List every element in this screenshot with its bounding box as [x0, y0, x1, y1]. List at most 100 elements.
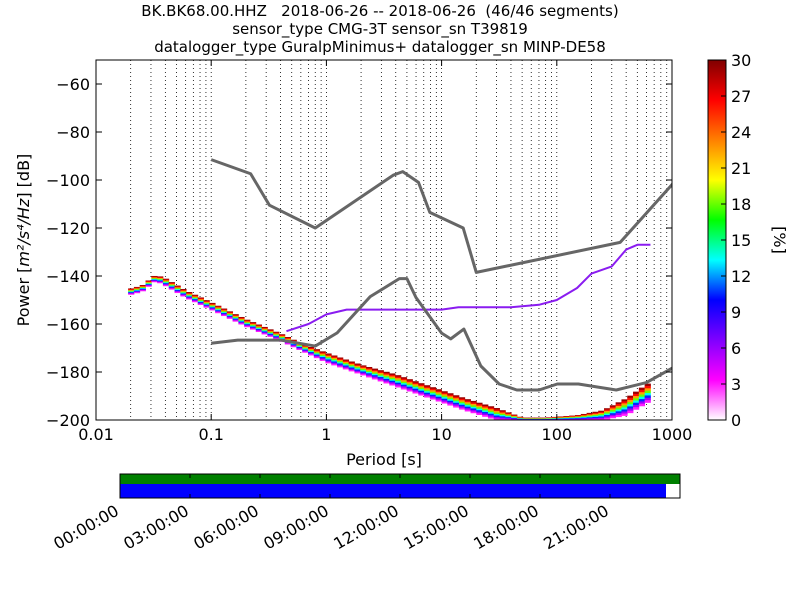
pdf-cell: [308, 353, 315, 355]
pdf-cell: [406, 388, 413, 390]
pdf-cell: [604, 410, 611, 413]
pdf-cell: [458, 400, 466, 403]
pdf-cell: [598, 410, 605, 413]
pdf-cell: [354, 371, 361, 374]
pdf-cell: [429, 388, 437, 391]
pdf-cell: [551, 418, 558, 420]
pdf-cell: [331, 356, 338, 359]
pdf-cell: [569, 416, 576, 417]
pdf-cell: [412, 385, 419, 388]
pdf-cell: [296, 346, 303, 348]
pdf-cell: [424, 389, 431, 392]
pdf-cell: [128, 291, 135, 293]
pdf-cell: [453, 395, 460, 398]
pdf-cell: [418, 384, 425, 387]
pdf-cell: [412, 388, 419, 391]
pdf-cell: [621, 405, 628, 408]
pdf-cell: [406, 383, 413, 386]
pdf-cell: [226, 314, 233, 316]
pdf-cell: [580, 413, 588, 416]
pdf-cell: [418, 387, 425, 390]
pdf-cell: [157, 277, 164, 279]
pdf-cell: [128, 289, 135, 291]
pdf-cell: [168, 284, 175, 287]
pdf-cell: [313, 356, 321, 359]
pdf-cell: [151, 281, 158, 283]
pdf-cell: [418, 392, 425, 395]
pdf-cell: [296, 346, 303, 349]
pdf-cell: [609, 406, 617, 409]
pdf-cell: [476, 410, 483, 413]
pdf-cell: [569, 418, 576, 420]
pdf-cell: [592, 413, 599, 416]
pdf-cell: [197, 302, 204, 305]
colorbar-tick-label: 18: [731, 195, 751, 214]
pdf-cell: [406, 389, 413, 392]
pdf-cell: [313, 354, 321, 356]
pdf-cell: [203, 303, 210, 305]
pdf-cell: [528, 418, 535, 420]
pdf-cell: [424, 394, 431, 397]
pdf-cell: [644, 395, 651, 399]
pdf-cell: [633, 402, 640, 406]
pdf-cell: [389, 380, 396, 383]
pdf-cell: [319, 354, 326, 357]
pdf-cell: [609, 413, 617, 416]
pdf-cell: [516, 417, 524, 418]
pdf-cell: [180, 293, 187, 295]
pdf-cell: [429, 397, 437, 400]
pdf-cell: [313, 349, 321, 351]
pdf-cell: [133, 289, 141, 291]
pdf-cell: [638, 387, 646, 391]
pdf-cell: [598, 411, 605, 414]
pdf-cell: [435, 389, 442, 392]
pdf-cell: [249, 328, 257, 330]
pdf-cell: [366, 368, 373, 370]
pdf-cell: [133, 289, 141, 291]
pdf-cell: [232, 319, 239, 321]
pdf-cell: [319, 359, 326, 361]
pdf-cell: [389, 383, 396, 386]
pdf-cell: [516, 416, 524, 418]
pdf-cell: [157, 279, 164, 281]
pdf-cell: [604, 409, 611, 412]
pdf-cell: [128, 293, 135, 295]
pdf-cell: [400, 381, 408, 384]
pdf-cell: [319, 358, 326, 360]
pdf-cell: [545, 417, 553, 418]
pdf-cell: [139, 287, 146, 290]
pdf-cell: [633, 393, 640, 397]
pdf-cell: [238, 318, 245, 320]
pdf-cell: [366, 366, 373, 369]
timeline-tick-label: 18:00:00: [470, 501, 542, 553]
pdf-cell: [290, 339, 297, 341]
pdf-cell: [308, 348, 315, 350]
pdf-cell: [319, 351, 326, 353]
pdf-cell: [366, 374, 373, 377]
pdf-cell: [168, 287, 175, 289]
pdf-cell: [511, 415, 518, 417]
pdf-cell: [569, 417, 576, 419]
timeline-tick-label: 15:00:00: [400, 501, 472, 553]
pdf-cell: [174, 289, 181, 291]
pdf-cell: [360, 373, 367, 376]
pdf-cell: [627, 404, 634, 407]
pdf-cell: [197, 303, 204, 305]
pdf-cell: [383, 376, 390, 378]
pdf-cell: [615, 413, 622, 416]
pdf-cell: [168, 282, 175, 284]
pdf-cell: [261, 328, 268, 330]
pdf-cell: [621, 409, 628, 412]
pdf-cell: [615, 409, 622, 412]
pdf-cell: [255, 329, 262, 331]
pdf-cell: [499, 412, 506, 415]
pdf-cell: [644, 388, 651, 391]
pdf-cell: [424, 388, 431, 391]
pdf-cell: [238, 322, 245, 324]
pdf-cell: [435, 395, 442, 398]
pdf-cell: [580, 418, 588, 420]
pdf-cell: [389, 382, 396, 384]
y-axis-label-prefix: Power [: [14, 267, 33, 327]
pdf-cell: [522, 418, 529, 420]
pdf-cell: [162, 283, 170, 285]
